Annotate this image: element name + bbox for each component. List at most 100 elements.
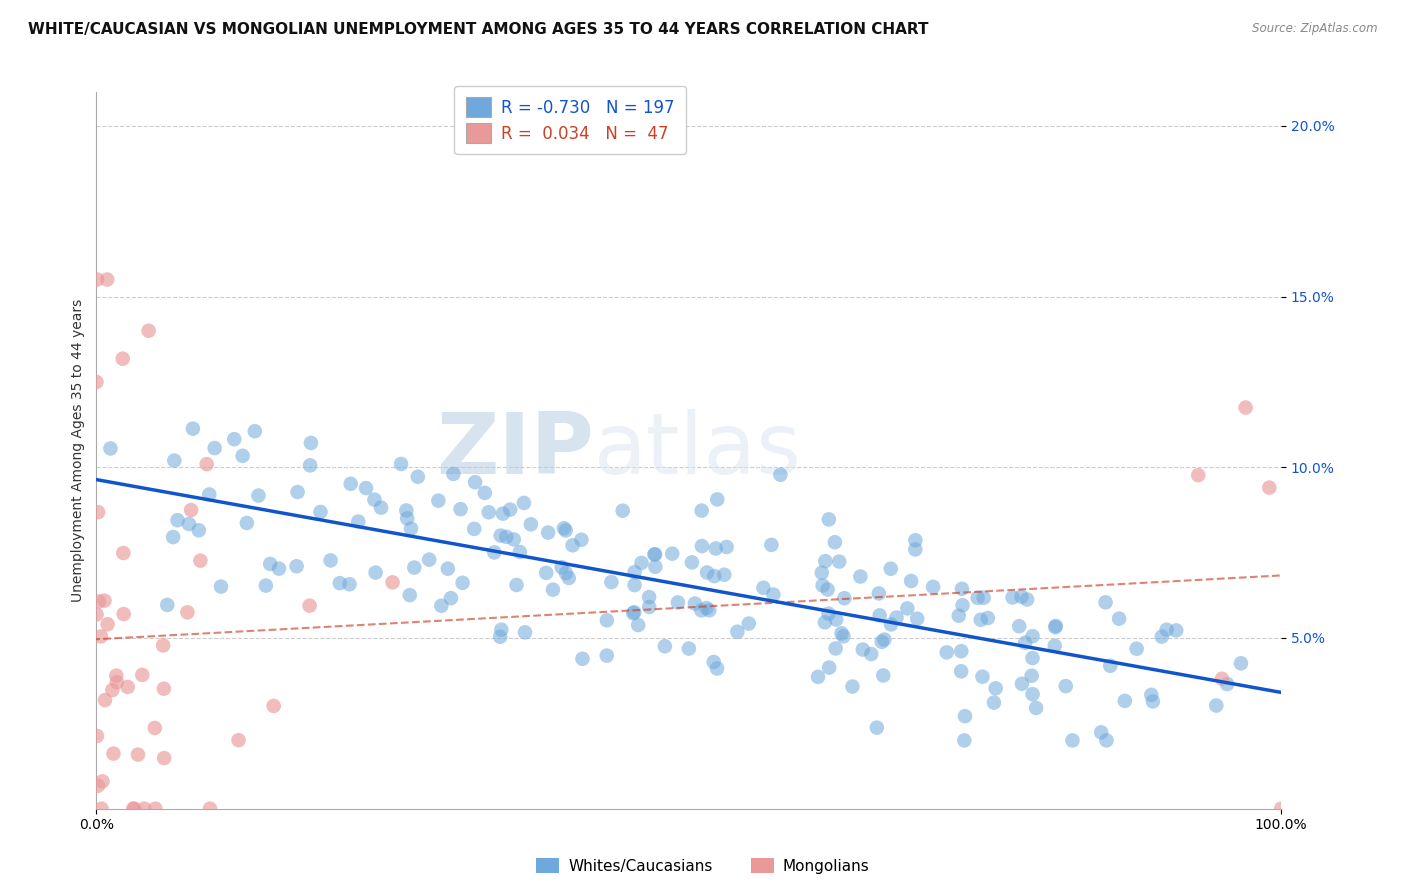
Point bbox=[224, 432, 246, 446]
Point bbox=[329, 576, 352, 591]
Point bbox=[831, 626, 853, 640]
Point bbox=[489, 630, 512, 644]
Point bbox=[970, 613, 993, 627]
Point bbox=[752, 581, 775, 595]
Point bbox=[188, 554, 211, 568]
Point bbox=[513, 496, 536, 510]
Point bbox=[389, 457, 412, 471]
Text: WHITE/CAUCASIAN VS MONGOLIAN UNEMPLOYMENT AMONG AGES 35 TO 44 YEARS CORRELATION : WHITE/CAUCASIAN VS MONGOLIAN UNEMPLOYMEN… bbox=[28, 22, 928, 37]
Point bbox=[398, 588, 420, 602]
Point bbox=[869, 608, 891, 623]
Point bbox=[696, 566, 718, 580]
Point bbox=[725, 624, 748, 639]
Point bbox=[977, 611, 1000, 625]
Point bbox=[153, 751, 176, 765]
Point bbox=[309, 505, 332, 519]
Point bbox=[738, 616, 761, 631]
Point bbox=[143, 721, 166, 735]
Point bbox=[1043, 639, 1066, 653]
Point bbox=[489, 528, 512, 542]
Point bbox=[152, 639, 174, 653]
Point bbox=[695, 601, 717, 615]
Point bbox=[399, 522, 422, 536]
Point bbox=[834, 591, 856, 606]
Point bbox=[339, 577, 361, 591]
Point bbox=[134, 802, 156, 816]
Point bbox=[105, 668, 128, 682]
Point bbox=[922, 580, 945, 594]
Point bbox=[896, 601, 918, 615]
Point bbox=[1108, 612, 1130, 626]
Point bbox=[1216, 677, 1239, 691]
Point bbox=[966, 591, 988, 605]
Point bbox=[100, 442, 122, 456]
Point bbox=[1187, 468, 1209, 483]
Point bbox=[1054, 679, 1077, 693]
Point bbox=[395, 503, 418, 517]
Point bbox=[706, 661, 728, 675]
Point bbox=[440, 591, 463, 606]
Point bbox=[880, 617, 903, 632]
Point bbox=[418, 552, 440, 566]
Point bbox=[769, 467, 792, 482]
Point bbox=[683, 597, 706, 611]
Point bbox=[537, 525, 560, 540]
Point bbox=[952, 599, 974, 613]
Point bbox=[571, 533, 593, 547]
Point bbox=[97, 617, 120, 632]
Point bbox=[1021, 669, 1043, 683]
Legend: Whites/Caucasians, Mongolians: Whites/Caucasians, Mongolians bbox=[530, 852, 876, 880]
Point bbox=[1011, 677, 1033, 691]
Point bbox=[553, 521, 575, 535]
Point bbox=[87, 505, 110, 519]
Point bbox=[451, 575, 474, 590]
Point bbox=[817, 512, 839, 526]
Point bbox=[198, 487, 221, 501]
Point bbox=[90, 629, 112, 643]
Point bbox=[495, 530, 517, 544]
Point bbox=[204, 441, 226, 455]
Point bbox=[950, 644, 973, 658]
Point bbox=[1014, 636, 1036, 650]
Point bbox=[612, 504, 634, 518]
Point bbox=[1230, 657, 1253, 671]
Point bbox=[1008, 619, 1031, 633]
Point bbox=[644, 559, 666, 574]
Point bbox=[638, 590, 661, 604]
Point bbox=[1045, 619, 1067, 633]
Point bbox=[706, 492, 728, 507]
Point bbox=[627, 618, 650, 632]
Point bbox=[849, 569, 872, 583]
Point bbox=[818, 660, 841, 674]
Point bbox=[1001, 591, 1024, 605]
Point bbox=[354, 481, 377, 495]
Point bbox=[697, 603, 720, 617]
Point bbox=[703, 569, 725, 583]
Point bbox=[122, 802, 145, 816]
Point bbox=[904, 542, 927, 557]
Point bbox=[880, 562, 903, 576]
Point bbox=[153, 681, 176, 696]
Point bbox=[621, 606, 644, 620]
Y-axis label: Unemployment Among Ages 35 to 44 years: Unemployment Among Ages 35 to 44 years bbox=[72, 299, 86, 602]
Point bbox=[177, 516, 200, 531]
Point bbox=[935, 645, 957, 659]
Point bbox=[513, 625, 536, 640]
Point bbox=[406, 470, 429, 484]
Point bbox=[287, 485, 309, 500]
Point bbox=[630, 556, 652, 570]
Point bbox=[678, 641, 700, 656]
Point bbox=[948, 608, 970, 623]
Point bbox=[690, 539, 713, 553]
Point bbox=[162, 530, 184, 544]
Point bbox=[983, 696, 1005, 710]
Point bbox=[972, 670, 994, 684]
Point bbox=[299, 436, 322, 450]
Point bbox=[111, 351, 134, 366]
Point bbox=[852, 642, 875, 657]
Point bbox=[464, 475, 486, 490]
Text: ZIP: ZIP bbox=[436, 409, 593, 491]
Point bbox=[478, 505, 501, 519]
Point bbox=[450, 502, 472, 516]
Point bbox=[900, 574, 922, 588]
